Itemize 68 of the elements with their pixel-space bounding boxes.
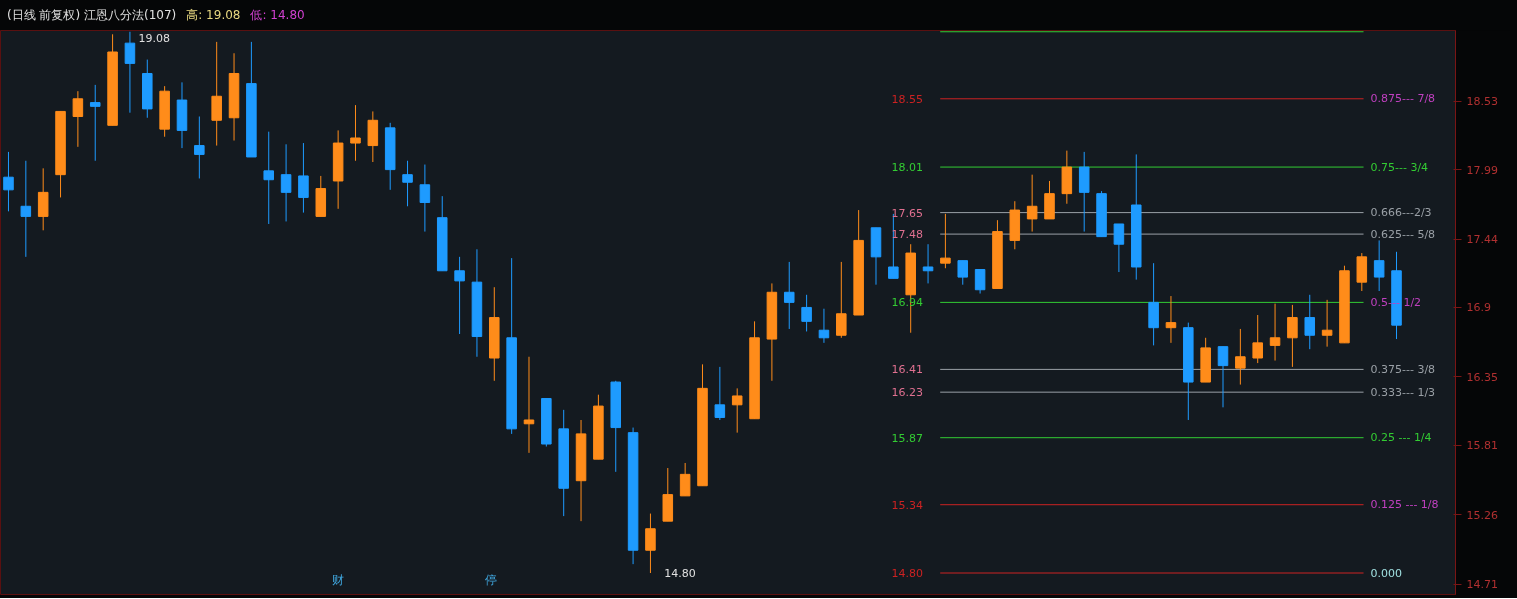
candlestick — [1165, 295, 1177, 344]
ref-line-label: 16.41 — [891, 363, 923, 377]
candlestick — [298, 142, 309, 214]
candlestick — [922, 243, 934, 284]
candlestick — [714, 366, 726, 421]
candlestick — [1217, 346, 1229, 408]
annotation: 停 — [484, 572, 497, 587]
ref-line-label: 15.34 — [891, 498, 923, 512]
annotation: 0.333--- 1/3 — [1370, 385, 1436, 399]
candlestick — [1252, 314, 1263, 364]
candlestick — [974, 269, 986, 295]
ref-line-label: 15.87 — [891, 431, 923, 445]
annotation: 0.875--- 7/8 — [1370, 92, 1436, 106]
candlestick — [350, 104, 361, 162]
text: 低: 14.80 — [250, 8, 305, 22]
candlestick — [1373, 239, 1385, 292]
candlestick — [1113, 223, 1125, 273]
ref-line-label: 16.23 — [891, 386, 923, 400]
candlestick — [1026, 174, 1038, 233]
annotation: 14.80 — [664, 567, 696, 580]
y-tick-label: 15.81 — [1466, 439, 1498, 453]
candlestick — [523, 356, 535, 454]
candlestick — [124, 31, 136, 114]
candlestick — [280, 143, 292, 222]
annotation: 财 — [332, 572, 345, 587]
y-tick-label: 18.53 — [1466, 95, 1498, 109]
candlestick — [957, 260, 969, 286]
ref-line-label: 14.80 — [891, 567, 923, 580]
annotation: 0.666---2/3 — [1370, 206, 1432, 220]
candlestick — [1287, 304, 1298, 368]
candlestick — [454, 256, 465, 335]
candlestick — [402, 160, 413, 207]
chart-title: (日线 前复权) 江恩八分法(107) — [7, 8, 177, 22]
annotation: 0.25 --- 1/4 — [1370, 431, 1432, 445]
y-tick-label: 16.9 — [1466, 301, 1491, 315]
candlestick — [645, 513, 656, 574]
candlestick — [3, 151, 14, 212]
annotation: 0.125 --- 1/8 — [1370, 498, 1439, 512]
y-tick-label: 17.99 — [1466, 163, 1498, 177]
candlestick — [1235, 328, 1246, 386]
candlestick — [783, 261, 795, 330]
y-tick-label: 17.44 — [1466, 233, 1498, 247]
candlestick — [836, 261, 847, 339]
y-tick-label: 15.26 — [1466, 508, 1498, 522]
candlestick — [72, 90, 84, 148]
candlestick — [1321, 299, 1333, 348]
candlestick — [731, 387, 743, 434]
candlestick — [20, 160, 32, 258]
candlestick — [1269, 303, 1281, 362]
ref-line-label: 17.65 — [891, 206, 923, 220]
annotation: 19.08 — [138, 31, 171, 45]
annotation: 0.75--- 3/4 — [1370, 160, 1429, 174]
text: 高: 19.08 — [186, 8, 241, 22]
candlestick — [263, 131, 275, 225]
annotation: 0.000 — [1370, 567, 1402, 580]
candlestick — [194, 115, 205, 179]
candlestick — [940, 213, 951, 269]
candlestick — [679, 462, 691, 497]
y-tick-label: 16.35 — [1466, 370, 1498, 384]
candlestick — [89, 84, 101, 162]
annotation: 0.375--- 3/8 — [1370, 362, 1436, 376]
ref-line-label: 18.55 — [891, 92, 923, 106]
candlestick — [1304, 294, 1316, 350]
annotation: 0.625--- 5/8 — [1370, 227, 1436, 241]
candlestick — [419, 164, 431, 233]
y-tick-label: 14.71 — [1466, 578, 1498, 592]
candlestick — [801, 294, 812, 332]
ref-line-label: 18.01 — [891, 161, 923, 175]
